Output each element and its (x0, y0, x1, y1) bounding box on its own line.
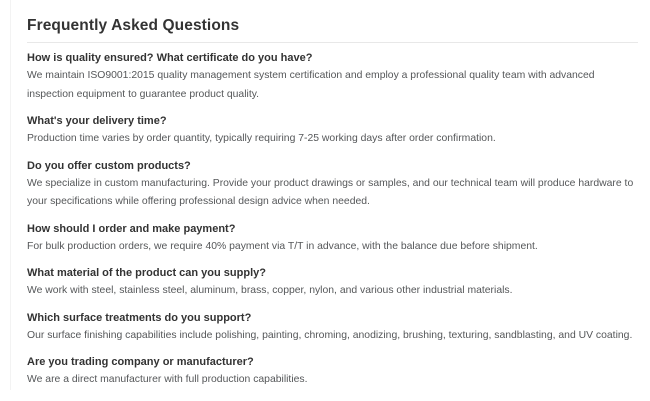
faq-question: How should I order and make payment? (27, 222, 236, 235)
faq-answer: Our surface finishing capabilities inclu… (27, 329, 633, 341)
faq-question: Do you offer custom products? (27, 159, 191, 172)
faq-list: How is quality ensured? What certificate… (27, 49, 638, 390)
faq-answer: We are a direct manufacturer with full p… (27, 374, 308, 385)
faq-question: What material of the product can you sup… (27, 267, 266, 279)
faq-answer: For bulk production orders, we require 4… (27, 240, 538, 252)
faq-item: How should I order and make payment? For… (27, 220, 638, 257)
faq-answer: We work with steel, stainless steel, alu… (27, 285, 513, 296)
page-title: Frequently Asked Questions (27, 16, 638, 43)
faq-question: How is quality ensured? What certificate… (27, 52, 313, 64)
faq-question: Are you trading company or manufacturer? (27, 356, 254, 368)
faq-item: What's your delivery time? Production ti… (27, 112, 638, 149)
faq-item: Are you trading company or manufacturer?… (27, 353, 638, 390)
faq-answer: Production time varies by order quantity… (27, 133, 496, 144)
faq-answer: We specialize in custom manufacturing. P… (27, 177, 634, 208)
faq-item: How is quality ensured? What certificate… (27, 49, 638, 104)
faq-section: Frequently Asked Questions How is qualit… (10, 0, 638, 390)
faq-question: What's your delivery time? (27, 115, 167, 127)
faq-item: Which surface treatments do you support?… (27, 309, 638, 346)
faq-question: Which surface treatments do you support? (27, 311, 252, 324)
faq-item: What material of the product can you sup… (27, 264, 638, 301)
faq-answer: We maintain ISO9001:2015 quality managem… (27, 70, 595, 100)
faq-item: Do you offer custom products? We special… (27, 157, 638, 212)
